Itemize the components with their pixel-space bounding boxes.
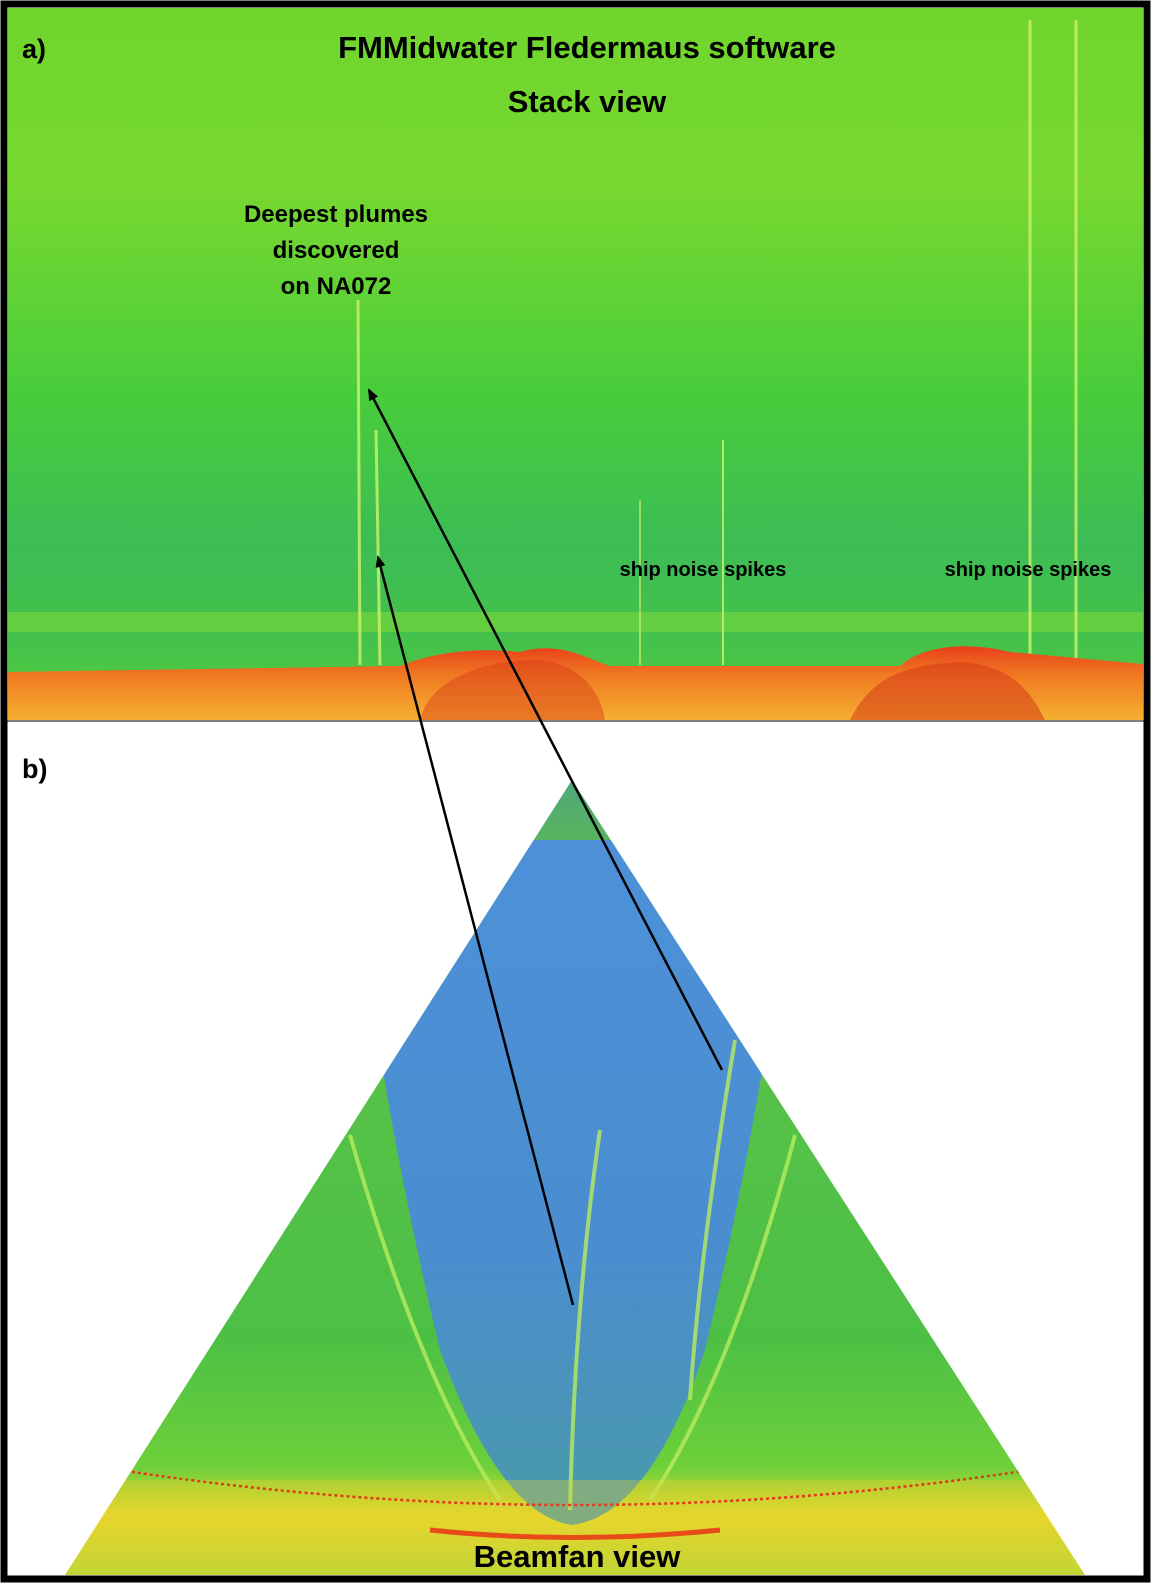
beamfan-view-image (65, 780, 1085, 1575)
panel-label: b) (22, 754, 47, 784)
stack-view-image (8, 8, 1143, 720)
annotation: ship noise spikes (945, 559, 1112, 581)
annotation: on NA072 (281, 273, 392, 300)
arrow (367, 388, 724, 1071)
panel-label: a) (22, 34, 46, 64)
arrow (375, 555, 575, 1306)
caption: Beamfan view (474, 1539, 682, 1574)
annotation: ship noise spikes (620, 559, 787, 581)
title: Stack view (508, 84, 667, 119)
annotation: Deepest plumes (244, 201, 428, 228)
annotation: discovered (273, 237, 400, 264)
title: FMMidwater Fledermaus software (338, 30, 836, 65)
